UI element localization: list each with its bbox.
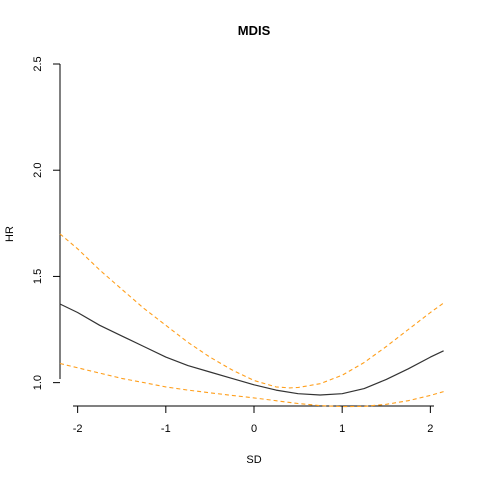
x-tick-label: 1 [339, 423, 345, 435]
lower-ci-line [59, 362, 444, 408]
x-tick-label: -1 [161, 423, 171, 435]
x-tick-label: 0 [251, 423, 257, 435]
chart-title: MDIS [238, 23, 271, 38]
x-tick-label: -2 [73, 423, 83, 435]
y-tick-label: 1.5 [32, 269, 44, 284]
y-ticks: 1.0 1.5 2.0 2.5 [32, 56, 60, 390]
x-axis-label: SD [246, 454, 261, 466]
y-tick-label: 2.5 [32, 56, 44, 71]
plot-area [59, 233, 444, 408]
x-tick-label: 2 [427, 423, 433, 435]
y-tick-label: 2.0 [32, 163, 44, 178]
y-axis-label: HR [4, 226, 16, 242]
y-tick-label: 1.0 [32, 375, 44, 390]
x-ticks: -2 -1 0 1 2 [73, 406, 433, 435]
upper-ci-line [59, 233, 444, 389]
hr-estimate-line [59, 303, 444, 396]
